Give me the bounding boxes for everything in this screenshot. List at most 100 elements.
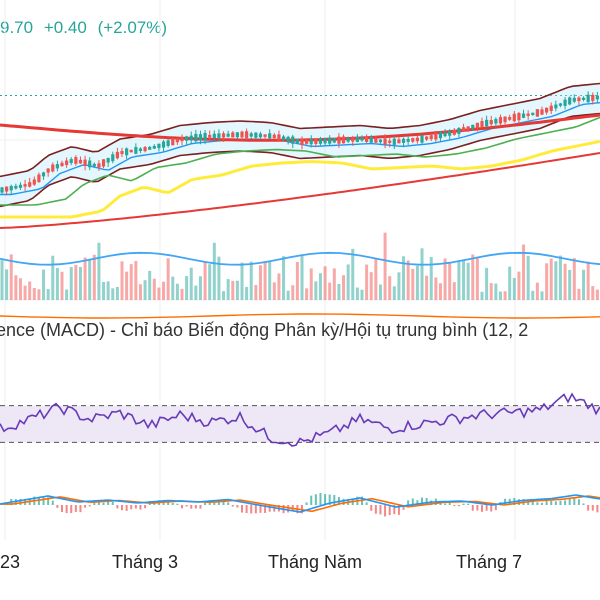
candle-body [208,134,212,138]
candle-body [305,139,309,144]
macd-histogram-bar [559,500,562,505]
volume-bar [582,269,586,300]
volume-bar [272,282,276,300]
x-tick-label: Tháng 7 [456,552,523,572]
volume-bar [503,291,507,300]
volume-bar [508,266,512,300]
rsi-line [0,392,600,447]
volume-bar [512,278,516,300]
volume-bar [111,288,115,300]
candle-body [226,133,230,137]
volume-bar [129,264,133,300]
candle-body [595,95,599,100]
macd-histogram-bar [204,502,207,505]
indicator-trace [0,313,600,319]
volume-panel [0,232,600,300]
candle-body [415,137,419,142]
volume-bar [222,291,226,300]
candle-body [152,145,156,149]
macd-histogram-bar [102,502,105,505]
candle-body [180,136,184,142]
candle-body [18,184,23,188]
volume-bar [540,291,544,300]
macd-histogram-bar [370,505,373,511]
candle-body [328,137,332,144]
candle-body [443,132,447,137]
volume-bar [595,289,599,300]
candle-body [374,137,378,143]
volume-bar [55,267,59,300]
volume-bar [346,264,350,300]
rsi-panel [0,392,600,447]
candle-body [383,138,387,145]
macd-histogram-bar [485,505,488,511]
volume-bar [342,275,346,300]
volume-bar [18,278,22,300]
macd-histogram-bar [444,503,447,505]
candle-body [92,163,96,167]
candle-body [254,132,258,138]
candle-body [531,112,535,115]
band-fill [0,83,600,207]
volume-bar [295,261,299,300]
volume-bar [378,284,382,300]
candle-body [526,113,530,116]
macd-histogram-bar [268,505,271,512]
volume-bar [360,289,364,300]
volume-bar [572,258,576,300]
candle-body [429,135,433,140]
volume-bar [406,260,410,300]
macd-signal-line [0,495,600,513]
volume-bar [568,269,572,300]
candle-body [281,136,286,141]
rsi-band-fill [0,405,600,443]
candle-body [558,103,563,106]
candle-body [272,134,276,139]
last-price: 9.70 [0,18,34,37]
volume-bar [254,285,258,300]
volume-bar [69,267,73,300]
macd-histogram-bar [531,500,534,505]
macd-histogram-bar [264,505,267,513]
macd-histogram-bar [51,500,54,505]
volume-bar [480,291,484,300]
volume-bar [74,264,78,300]
macd-histogram-bar [227,502,230,505]
moving-average-200 [0,113,600,142]
volume-bar [462,259,466,300]
volume-bar [498,291,502,300]
macd-histogram-bar [527,500,530,505]
candle-body [503,116,507,123]
volume-bar [263,262,267,300]
candle-body [434,132,438,140]
volume-bar [240,262,244,300]
macd-line [0,494,600,513]
candle-body [540,109,544,115]
volume-bar [351,248,355,300]
candle-body [14,185,18,189]
volume-bar [549,258,553,300]
macd-histogram-bar [65,505,68,514]
volume-bar [138,284,142,300]
candle-body [212,133,216,139]
macd-histogram-bar [319,492,322,505]
volume-bar [443,258,447,300]
candle-body [157,143,161,149]
volume-bar [37,289,41,300]
volume-bar [535,282,539,300]
candle-body [314,138,318,144]
macd-indicator-title: ence (MACD) - Chỉ báo Biến động Phân kỳ/… [0,320,529,340]
candle-body [37,174,41,182]
volume-bar [517,271,521,300]
candle-body [106,158,110,163]
volume-moving-average [0,251,600,266]
macd-histogram-bar [573,498,576,505]
volume-bar [429,256,433,300]
macd-histogram-bar [97,502,100,505]
candle-body [572,97,576,102]
candle-body [480,121,484,127]
candle-body [125,148,129,156]
volume-bar [475,256,479,300]
volume-bar [563,263,567,300]
